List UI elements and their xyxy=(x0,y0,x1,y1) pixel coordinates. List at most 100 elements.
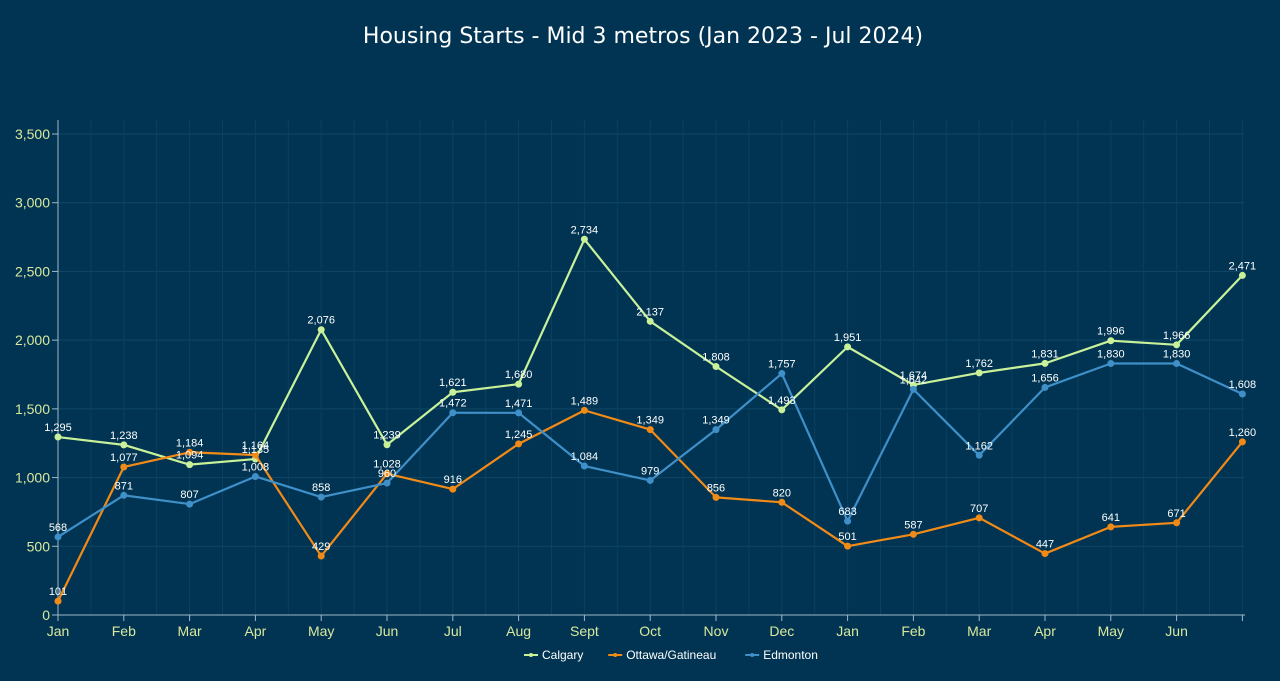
data-label: 1,830 xyxy=(1097,349,1125,361)
data-label: 1,656 xyxy=(1031,372,1059,384)
data-label: 1,349 xyxy=(702,415,730,427)
data-point xyxy=(844,343,852,351)
data-point xyxy=(909,385,917,393)
data-point xyxy=(515,440,523,448)
data-label: 1,830 xyxy=(1163,349,1191,361)
data-label: 1,164 xyxy=(242,440,270,452)
data-point xyxy=(449,485,457,493)
legend-item[interactable]: Ottawa/Gatineau xyxy=(608,648,716,662)
y-tick-label: 3,000 xyxy=(15,195,50,211)
x-tick-label: Aug xyxy=(506,623,531,639)
data-point xyxy=(580,462,588,470)
x-tick-label: Jun xyxy=(1165,623,1188,639)
x-tick-label: Apr xyxy=(1034,623,1056,639)
data-label: 447 xyxy=(1036,539,1054,551)
data-label: 856 xyxy=(707,482,725,494)
x-tick-label: May xyxy=(308,623,334,639)
data-point xyxy=(251,451,259,459)
data-point xyxy=(1173,360,1181,368)
data-label: 1,084 xyxy=(571,451,599,463)
data-point xyxy=(975,451,983,459)
x-tick-label: Sept xyxy=(570,623,599,639)
data-point xyxy=(1041,359,1049,367)
data-label: 501 xyxy=(838,531,856,543)
x-tick-label: Jan xyxy=(836,623,859,639)
data-label: 1,808 xyxy=(702,352,730,364)
data-label: 1,608 xyxy=(1229,379,1257,391)
data-point xyxy=(515,380,523,388)
grid xyxy=(57,120,1245,616)
data-point xyxy=(515,409,523,417)
data-label: 1,472 xyxy=(439,398,467,410)
data-label: 707 xyxy=(970,503,988,515)
data-label: 101 xyxy=(49,586,67,598)
data-point xyxy=(317,493,325,501)
data-point xyxy=(1173,341,1181,349)
data-label: 960 xyxy=(378,468,396,480)
data-label: 2,734 xyxy=(571,224,599,236)
data-point xyxy=(844,517,852,525)
data-point xyxy=(120,441,128,449)
data-point xyxy=(186,448,194,456)
data-point xyxy=(383,441,391,449)
data-point xyxy=(646,476,654,484)
legend-marker xyxy=(613,653,618,657)
legend-item[interactable]: Edmonton xyxy=(745,648,818,662)
legend-label: Calgary xyxy=(542,648,583,662)
data-label: 1,135 xyxy=(242,444,270,456)
y-tick-label: 3,500 xyxy=(15,126,50,142)
legend-label: Ottawa/Gatineau xyxy=(626,648,716,662)
data-label: 1,162 xyxy=(965,440,993,452)
data-label: 2,076 xyxy=(307,315,335,327)
data-label: 1,966 xyxy=(1163,330,1191,342)
data-label: 671 xyxy=(1167,508,1185,520)
axes: 0 500 1,000 1,500 2,000 2,500 3,000 3,500 Jan Feb… xyxy=(15,120,1245,639)
x-tick-label: Nov xyxy=(704,623,729,639)
data-point xyxy=(646,426,654,434)
legend-item[interactable]: Calgary xyxy=(524,648,583,662)
x-tick-label: Oct xyxy=(639,623,661,639)
y-tick-label: 1,500 xyxy=(15,401,50,417)
legend-marker xyxy=(529,653,533,657)
data-label: 1,094 xyxy=(176,450,204,462)
series-layer xyxy=(54,235,1246,605)
data-point xyxy=(449,388,457,396)
data-point xyxy=(712,426,720,434)
x-tick-label: Jan xyxy=(47,623,70,639)
data-point xyxy=(909,530,917,538)
x-tick-label: Apr xyxy=(245,623,267,639)
data-label: 2,137 xyxy=(636,306,664,318)
data-point xyxy=(1173,519,1181,527)
data-point xyxy=(54,597,62,605)
data-label: 807 xyxy=(180,489,198,501)
data-label: 1,996 xyxy=(1097,326,1125,338)
y-tick-label: 0 xyxy=(42,607,50,623)
data-label: 1,295 xyxy=(44,422,72,434)
data-point xyxy=(383,470,391,478)
data-label: 1,642 xyxy=(900,374,928,386)
data-label: 568 xyxy=(49,522,67,534)
data-label: 429 xyxy=(312,541,330,553)
data-point xyxy=(383,479,391,487)
x-tick-label: Mar xyxy=(967,623,991,639)
data-point xyxy=(778,370,786,378)
data-label: 916 xyxy=(444,474,462,486)
data-point xyxy=(1041,383,1049,391)
x-tick-label: Mar xyxy=(178,623,202,639)
data-point xyxy=(186,461,194,469)
data-point xyxy=(1238,271,1246,279)
y-tick-label: 2,500 xyxy=(15,263,50,279)
data-point xyxy=(646,317,654,325)
data-point xyxy=(778,406,786,414)
data-label: 1,239 xyxy=(373,430,401,442)
data-label: 820 xyxy=(773,487,791,499)
x-tick-label: May xyxy=(1098,623,1124,639)
data-point xyxy=(712,493,720,501)
data-label: 1,238 xyxy=(110,430,138,442)
data-point xyxy=(1041,550,1049,558)
x-tick-label: Jun xyxy=(376,623,399,639)
legend-label: Edmonton xyxy=(763,648,818,662)
data-label: 1,349 xyxy=(636,415,664,427)
